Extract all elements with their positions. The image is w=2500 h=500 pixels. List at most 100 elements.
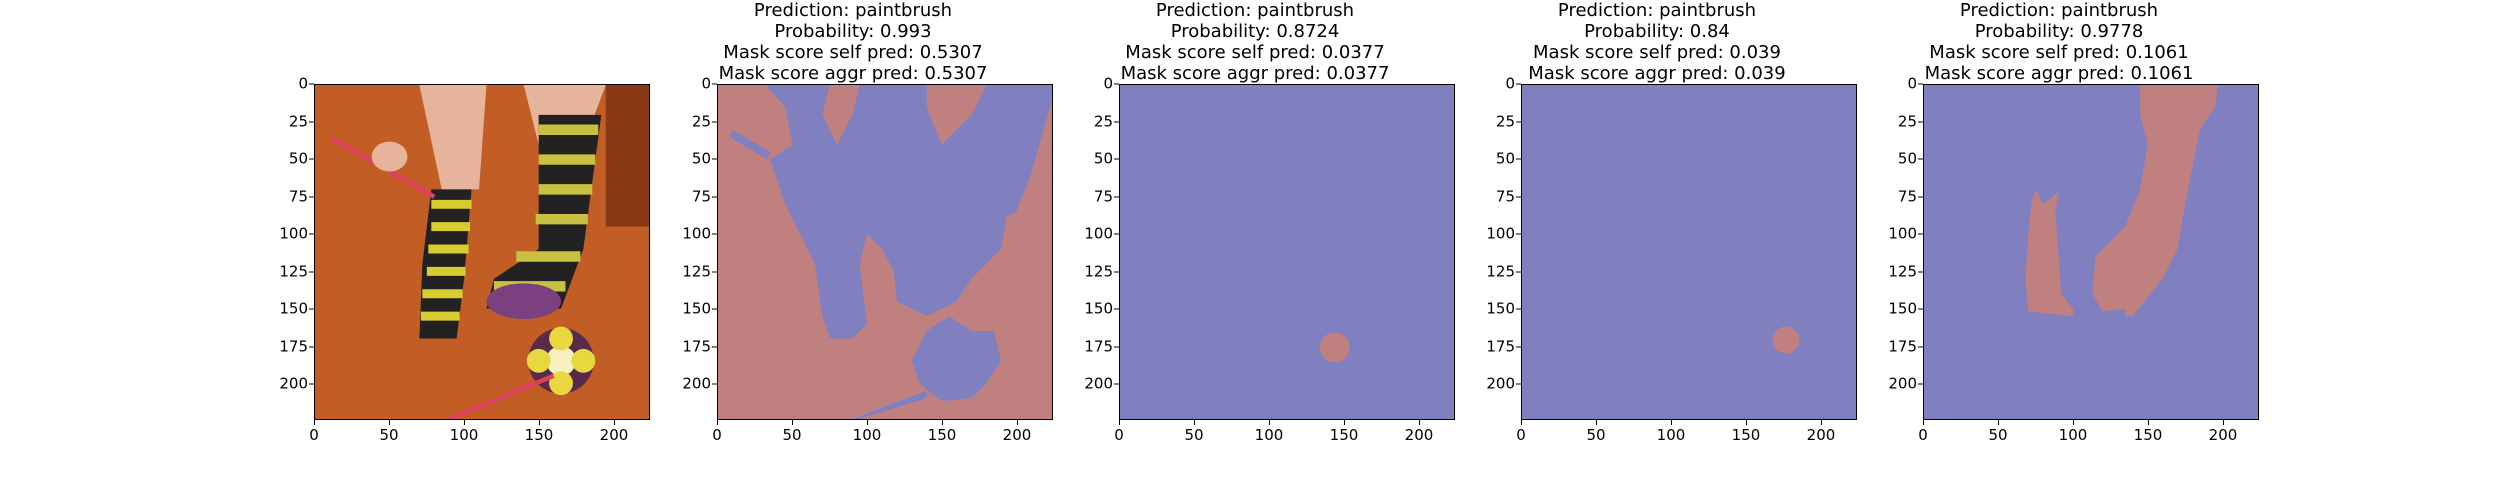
mask-aggr-label: Mask score aggr pred: 0.1061 (1924, 63, 2194, 84)
prediction-label: Prediction: paintbrush (1959, 0, 2159, 21)
x-tick-label: 50 (1978, 420, 2018, 443)
x-tick-label: 200 (997, 420, 1037, 443)
mask-self-label: Mask score self pred: 0.1061 (1929, 42, 2189, 63)
y-tick-label: 200 (1055, 376, 1119, 392)
y-tick-label: 125 (653, 264, 717, 279)
y-tick-label: 200 (653, 376, 717, 392)
panel-mask-1: Prediction: paintbrush Probability: 0.99… (653, 0, 1053, 500)
y-tick-label: 25 (1457, 114, 1521, 129)
y-tick-label: 50 (1055, 151, 1119, 167)
y-tick-label: 175 (1055, 339, 1119, 354)
mask-plot (717, 84, 1053, 420)
y-tick-label: 100 (1055, 226, 1119, 242)
mask-plot (1923, 84, 2259, 420)
y-tick-label: 100 (1457, 226, 1521, 242)
x-tick-label: 0 (1903, 420, 1943, 443)
y-tick-label: 150 (653, 301, 717, 317)
x-tick-label: 0 (1501, 420, 1541, 443)
photo-image (315, 85, 649, 419)
panel-mask-3: Prediction: paintbrush Probability: 0.84… (1457, 0, 1857, 500)
y-tick-label: 175 (653, 339, 717, 354)
y-tick-label: 175 (1457, 339, 1521, 354)
y-tick-label: 125 (1055, 264, 1119, 279)
probability-label: Probability: 0.84 (1584, 21, 1730, 42)
y-tick-label: 0 (653, 76, 717, 92)
prediction-label: Prediction: paintbrush (753, 0, 953, 21)
panel-title: Prediction: paintbrush Probability: 0.99… (653, 0, 1053, 84)
mask-image (1924, 85, 2258, 419)
y-tick-label: 125 (250, 264, 314, 279)
panel-photo: 0 25 50 75 100 125 150 175 200 0 50 100 150 200 (250, 0, 650, 500)
mask-image (718, 85, 1052, 419)
y-tick-label: 100 (653, 226, 717, 242)
panel-title: Prediction: paintbrush Probability: 0.87… (1055, 0, 1455, 84)
mask-aggr-label: Mask score aggr pred: 0.0377 (1120, 63, 1390, 84)
y-tick-label: 75 (1457, 189, 1521, 204)
mask-plot (1119, 84, 1455, 420)
probability-label: Probability: 0.9778 (1974, 21, 2144, 42)
panel-title: Prediction: paintbrush Probability: 0.84… (1457, 0, 1857, 84)
x-tick-label: 100 (2053, 420, 2093, 443)
y-tick-label: 0 (250, 76, 314, 92)
mask-plot (1521, 84, 1857, 420)
x-tick-label: 50 (772, 420, 812, 443)
x-tick-label: 150 (2128, 420, 2168, 443)
mask-self-label: Mask score self pred: 0.0377 (1125, 42, 1385, 63)
y-tick-label: 25 (250, 114, 314, 129)
x-tick-label: 0 (294, 420, 334, 443)
y-tick-label: 25 (1055, 114, 1119, 129)
x-tick-label: 100 (444, 420, 484, 443)
y-tick-label: 0 (1055, 76, 1119, 92)
x-tick-label: 200 (1801, 420, 1841, 443)
x-tick-label: 150 (1324, 420, 1364, 443)
y-tick-label: 75 (1859, 189, 1923, 204)
y-tick-label: 150 (1859, 301, 1923, 317)
y-tick-label: 125 (1457, 264, 1521, 279)
y-tick-label: 150 (1055, 301, 1119, 317)
prediction-label: Prediction: paintbrush (1155, 0, 1355, 21)
y-tick-label: 50 (653, 151, 717, 167)
probability-label: Probability: 0.8724 (1170, 21, 1340, 42)
x-tick-label: 100 (1249, 420, 1289, 443)
x-tick-label: 50 (1576, 420, 1616, 443)
y-tick-label: 50 (1859, 151, 1923, 167)
x-tick-label: 200 (1399, 420, 1439, 443)
panel-mask-4: Prediction: paintbrush Probability: 0.97… (1859, 0, 2259, 500)
y-tick-label: 75 (653, 189, 717, 204)
x-tick-label: 150 (922, 420, 962, 443)
mask-self-label: Mask score self pred: 0.039 (1533, 42, 1781, 63)
x-tick-label: 0 (1099, 420, 1139, 443)
photo-plot (314, 84, 650, 420)
x-tick-label: 150 (1726, 420, 1766, 443)
x-tick-label: 200 (594, 420, 634, 443)
mask-aggr-label: Mask score aggr pred: 0.039 (1528, 63, 1786, 84)
y-tick-label: 150 (1457, 301, 1521, 317)
mask-image (1120, 85, 1454, 419)
panel-mask-2: Prediction: paintbrush Probability: 0.87… (1055, 0, 1455, 500)
y-tick-label: 175 (1859, 339, 1923, 354)
x-tick-label: 200 (2203, 420, 2243, 443)
x-tick-label: 50 (369, 420, 409, 443)
y-tick-label: 100 (250, 226, 314, 242)
probability-label: Probability: 0.993 (774, 21, 932, 42)
x-tick-label: 150 (519, 420, 559, 443)
y-tick-label: 125 (1859, 264, 1923, 279)
mask-image (1522, 85, 1856, 419)
prediction-label: Prediction: paintbrush (1557, 0, 1757, 21)
y-tick-label: 175 (250, 339, 314, 354)
x-tick-label: 100 (847, 420, 887, 443)
y-tick-label: 200 (250, 376, 314, 392)
mask-aggr-label: Mask score aggr pred: 0.5307 (718, 63, 988, 84)
x-tick-label: 100 (1651, 420, 1691, 443)
x-tick-label: 50 (1174, 420, 1214, 443)
mask-self-label: Mask score self pred: 0.5307 (723, 42, 983, 63)
y-tick-label: 100 (1859, 226, 1923, 242)
y-tick-label: 75 (1055, 189, 1119, 204)
y-tick-label: 0 (1457, 76, 1521, 92)
y-tick-label: 25 (1859, 114, 1923, 129)
y-tick-label: 50 (250, 151, 314, 167)
panel-title: Prediction: paintbrush Probability: 0.97… (1859, 0, 2259, 84)
y-tick-label: 200 (1457, 376, 1521, 392)
x-tick-label: 0 (697, 420, 737, 443)
y-tick-label: 200 (1859, 376, 1923, 392)
